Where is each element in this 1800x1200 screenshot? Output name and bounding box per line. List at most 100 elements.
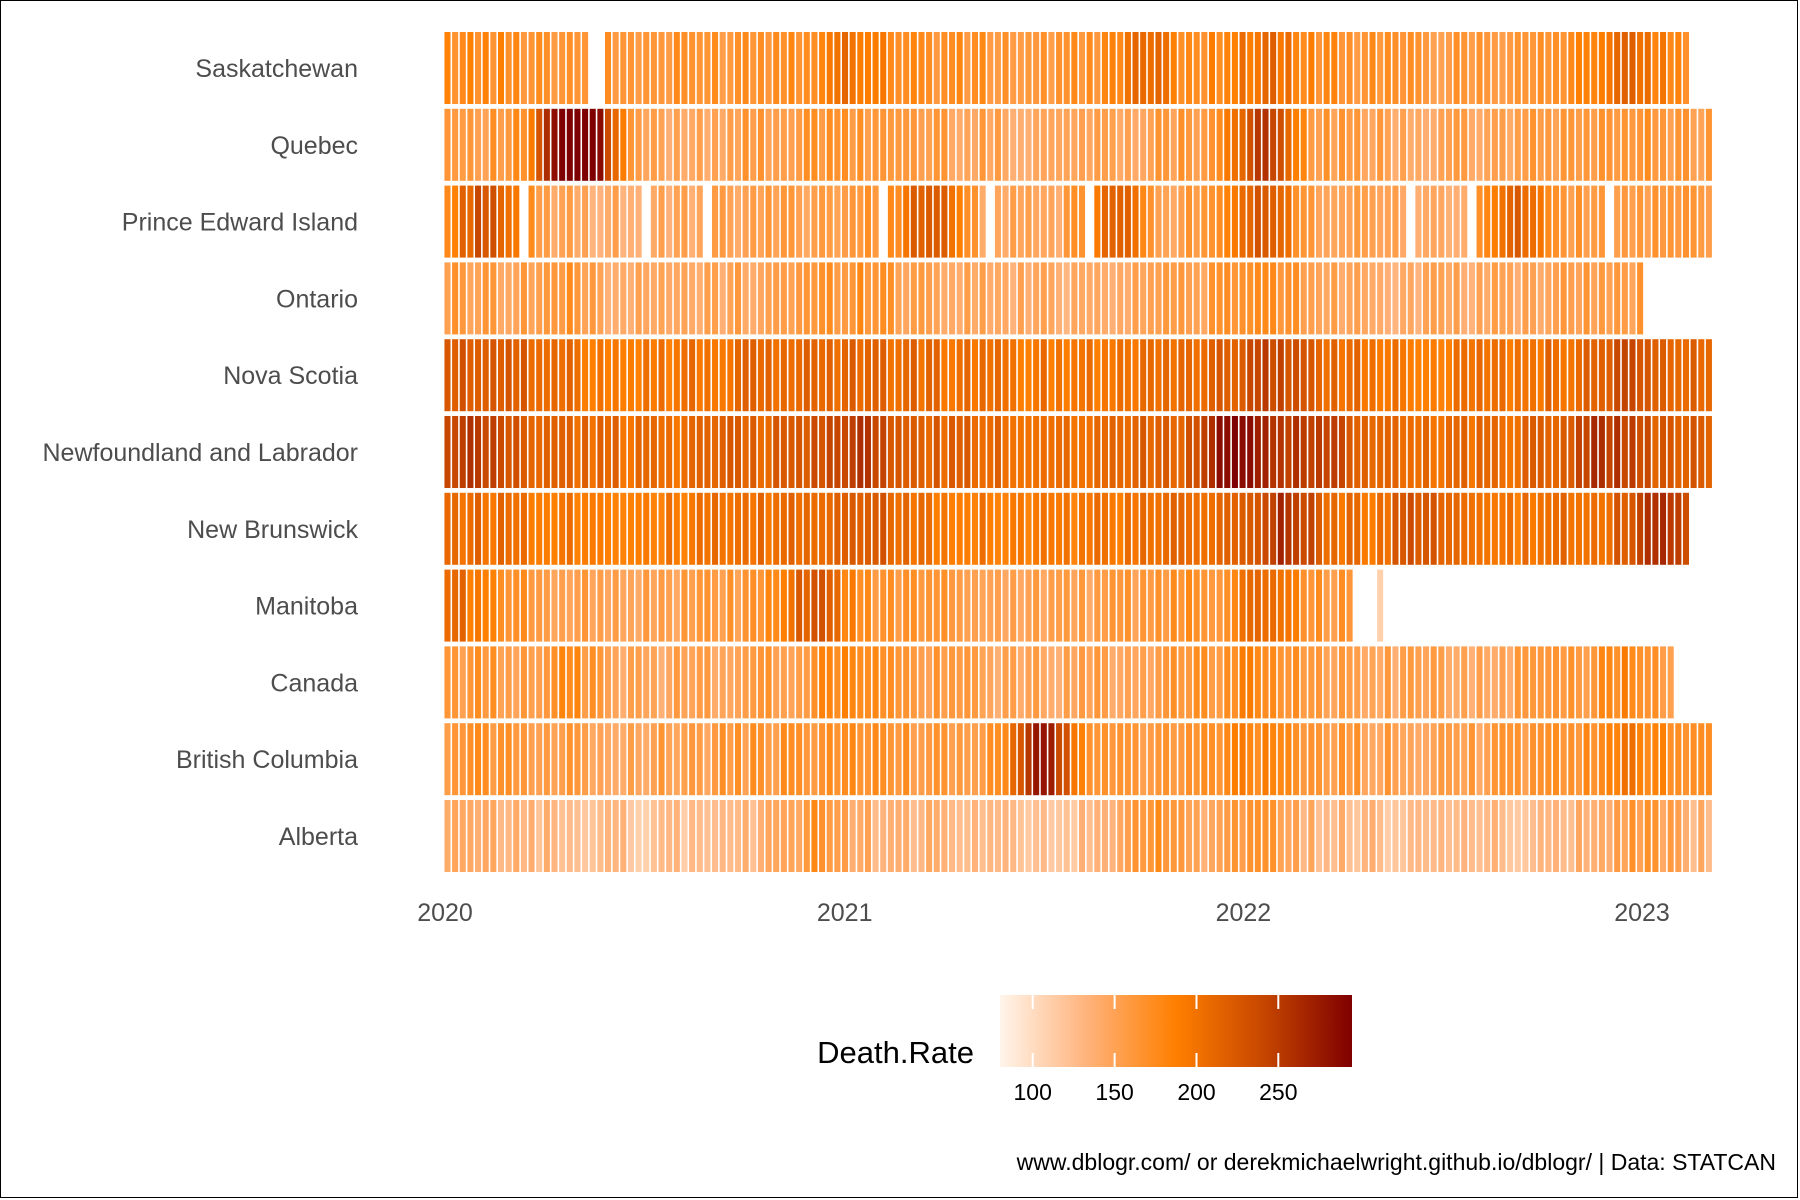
heatmap-cell [1423,646,1430,719]
heatmap-cell [796,492,803,565]
heatmap-cell [1300,646,1307,719]
heatmap-cell [811,569,818,642]
heatmap-cell [1109,800,1116,872]
heatmap-cell [788,800,795,872]
heatmap-cell [803,339,810,412]
heatmap-cell [490,569,497,642]
heatmap-cell [1163,646,1170,719]
heatmap-cell [475,262,482,335]
heatmap-cell [811,723,818,796]
heatmap-cell [528,569,535,642]
heatmap-cell [582,800,589,872]
heatmap-cell [681,108,688,181]
heatmap-cell [1040,492,1047,565]
heatmap-cell [979,723,986,796]
heatmap-cell [1086,569,1093,642]
heatmap-cell [1056,569,1063,642]
heatmap-cell [1400,723,1407,796]
heatmap-cell [1277,32,1284,104]
heatmap-cell [1361,185,1368,258]
heatmap-cell [1331,32,1338,104]
heatmap-cell [1025,723,1032,796]
heatmap-cell [1293,108,1300,181]
heatmap-cell [1575,108,1582,181]
heatmap-cell [956,646,963,719]
heatmap-row [444,723,1712,796]
heatmap-cell [971,569,979,642]
heatmap-cell [819,492,826,565]
heatmap-cell [949,492,956,565]
heatmap-cell [1285,185,1292,258]
heatmap-cell [620,416,627,488]
heatmap-cell [1270,569,1277,642]
heatmap-cell [734,262,742,335]
heatmap-cell [1002,646,1009,719]
heatmap-cell [1147,723,1154,796]
y-axis-label: Newfoundland and Labrador [42,439,358,467]
heatmap-cell [903,108,910,181]
heatmap-cell [497,339,505,412]
heatmap-cell [1598,108,1605,181]
heatmap-cell [1010,723,1017,796]
heatmap-cell [1598,339,1605,412]
heatmap-cell [826,646,833,719]
heatmap-cell [826,723,833,796]
heatmap-cell [1170,723,1177,796]
heatmap-cell [1583,32,1590,104]
heatmap-cell [872,185,879,258]
heatmap-cell [650,723,657,796]
heatmap-cell [1178,492,1185,565]
heatmap-cell [734,416,742,488]
heatmap-row [444,416,1712,488]
heatmap-cell [1354,262,1361,335]
heatmap-cell [605,492,612,565]
heatmap-cell [543,569,550,642]
heatmap-cell [926,723,933,796]
heatmap-cell [490,800,497,872]
heatmap-cell [1675,32,1682,104]
y-axis-label: Saskatchewan [195,55,358,83]
heatmap-cell [765,339,772,412]
legend-colorbar [1000,995,1352,1067]
heatmap-cell [742,723,749,796]
heatmap-cell [1010,569,1017,642]
heatmap-cell [1568,32,1575,104]
heatmap-cell [1384,108,1391,181]
heatmap-cell [903,262,910,335]
heatmap-cell [780,723,787,796]
heatmap-cell [589,646,596,719]
heatmap-cell [673,262,680,335]
heatmap-cell [849,569,856,642]
heatmap-cell [490,339,497,412]
heatmap-cell [650,262,657,335]
heatmap-cell [1094,569,1101,642]
heatmap-cell [757,492,764,565]
heatmap-cell [1346,185,1353,258]
heatmap-cell [895,339,902,412]
heatmap-cell [1667,723,1674,796]
heatmap-cell [1331,800,1338,872]
heatmap-cell [1445,723,1453,796]
heatmap-cell [1132,339,1139,412]
heatmap-cell [1331,185,1338,258]
heatmap-cell [513,339,520,412]
heatmap-cell [1682,339,1690,412]
heatmap-cell [1476,723,1483,796]
heatmap-cell [1071,800,1078,872]
heatmap-cell [1201,262,1208,335]
heatmap-cell [543,416,550,488]
heatmap-cell [551,32,558,104]
heatmap-cell [1231,416,1238,488]
y-axis-label: Nova Scotia [223,362,358,390]
heatmap-cell [643,416,650,488]
heatmap-cell [1117,492,1124,565]
heatmap-cell [1231,723,1238,796]
heatmap-cell [505,108,512,181]
heatmap-cell [589,262,596,335]
heatmap-cell [1293,800,1300,872]
heatmap-cell [910,262,917,335]
heatmap-cell [482,800,489,872]
heatmap-cell [1591,108,1598,181]
heatmap-cell [1423,416,1430,488]
heatmap-cell [1606,108,1613,181]
